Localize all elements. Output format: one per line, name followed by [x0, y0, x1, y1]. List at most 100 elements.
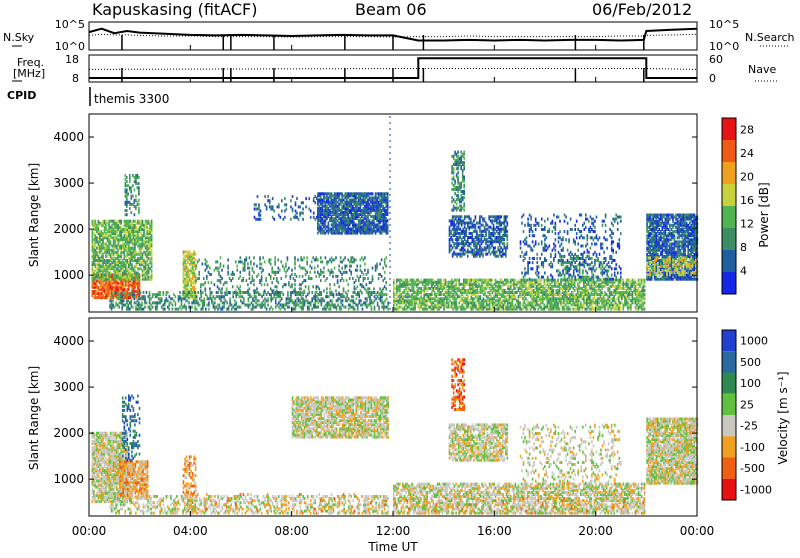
power-cell — [330, 304, 332, 307]
power-cell — [423, 308, 425, 311]
power-cell — [294, 273, 296, 276]
power-cell — [405, 308, 407, 311]
power-cell — [308, 291, 310, 294]
power-cell — [201, 308, 203, 311]
power-cell — [144, 306, 146, 309]
power-cell — [182, 291, 184, 294]
power-cell — [134, 278, 136, 281]
power-cell — [305, 273, 307, 276]
power-cell — [148, 220, 150, 223]
power-cell — [136, 226, 138, 229]
power-cell — [469, 279, 471, 282]
power-cell — [338, 192, 340, 195]
power-cell — [184, 273, 186, 276]
power-cell — [382, 279, 384, 282]
power-cell — [382, 213, 384, 216]
power-cell — [327, 301, 329, 304]
power-cell — [109, 299, 111, 302]
power-cell — [140, 236, 142, 239]
power-cell — [510, 285, 512, 288]
power-cell — [489, 291, 491, 294]
power-cell — [206, 265, 208, 268]
power-cell — [186, 259, 188, 262]
power-cell — [247, 289, 249, 292]
power-cell — [264, 289, 266, 292]
power-cell — [249, 287, 251, 290]
power-cell — [522, 301, 524, 304]
power-cell — [316, 291, 318, 294]
power-cell — [361, 219, 363, 222]
power-cell — [328, 221, 330, 224]
power-cell — [311, 308, 313, 311]
power-cell — [217, 279, 219, 282]
power-cell — [405, 299, 407, 302]
power-cell — [149, 236, 151, 239]
power-cell — [363, 217, 365, 220]
power-cell — [334, 217, 336, 220]
power-cell — [426, 287, 428, 290]
power-cell — [166, 291, 168, 294]
power-cell — [527, 279, 529, 282]
power-cell — [585, 299, 587, 302]
power-cell — [125, 259, 127, 262]
power-cell — [509, 306, 511, 309]
power-cell — [186, 255, 188, 258]
power-cell — [487, 308, 489, 311]
power-cell — [527, 299, 529, 302]
power-cell — [354, 221, 356, 224]
power-cell — [249, 293, 251, 296]
power-cell — [98, 286, 100, 289]
power-cell — [311, 267, 313, 270]
power-cell — [417, 297, 419, 300]
power-cell — [419, 297, 421, 300]
power-cell — [402, 308, 404, 311]
power-cell — [116, 261, 118, 264]
power-cell — [360, 269, 362, 272]
power-cell — [347, 192, 349, 195]
power-cell — [140, 297, 142, 300]
power-cell — [317, 207, 319, 210]
power-cell — [286, 208, 288, 211]
power-cell — [305, 197, 307, 200]
power-cell — [118, 293, 120, 296]
power-cell — [308, 301, 310, 304]
power-cell — [411, 279, 413, 282]
power-cell — [290, 291, 292, 294]
power-cell — [92, 255, 94, 258]
power-cell — [379, 199, 381, 202]
power-cell — [125, 255, 127, 258]
power-cell — [216, 295, 218, 298]
power-cell — [284, 267, 286, 270]
power-cell — [303, 267, 305, 270]
power-cell — [531, 279, 533, 282]
power-cell — [349, 299, 351, 302]
power-cell — [182, 306, 184, 309]
power-cell — [113, 274, 115, 277]
power-cell — [236, 265, 238, 268]
power-cell — [377, 291, 379, 294]
power-cell — [559, 283, 561, 286]
power-cell — [305, 299, 307, 302]
power-cell — [257, 195, 259, 198]
power-cell — [283, 304, 285, 307]
power-cell — [258, 212, 260, 215]
power-cell — [597, 279, 599, 282]
power-cell — [402, 291, 404, 294]
power-cell — [137, 253, 139, 256]
power-cell — [262, 256, 264, 259]
power-cell — [548, 279, 550, 282]
power-cell — [122, 228, 124, 231]
power-cell — [361, 209, 363, 212]
power-cell — [460, 295, 462, 298]
power-cell — [256, 275, 258, 278]
power-cell — [323, 230, 325, 233]
power-cell — [249, 277, 251, 280]
power-cell — [335, 289, 337, 292]
power-cell — [176, 308, 178, 311]
power-cell — [338, 213, 340, 216]
power-cell — [455, 279, 457, 282]
power-cell — [146, 301, 148, 304]
power-cell — [360, 192, 362, 195]
power-cell — [240, 285, 242, 288]
power-cell — [534, 287, 536, 290]
